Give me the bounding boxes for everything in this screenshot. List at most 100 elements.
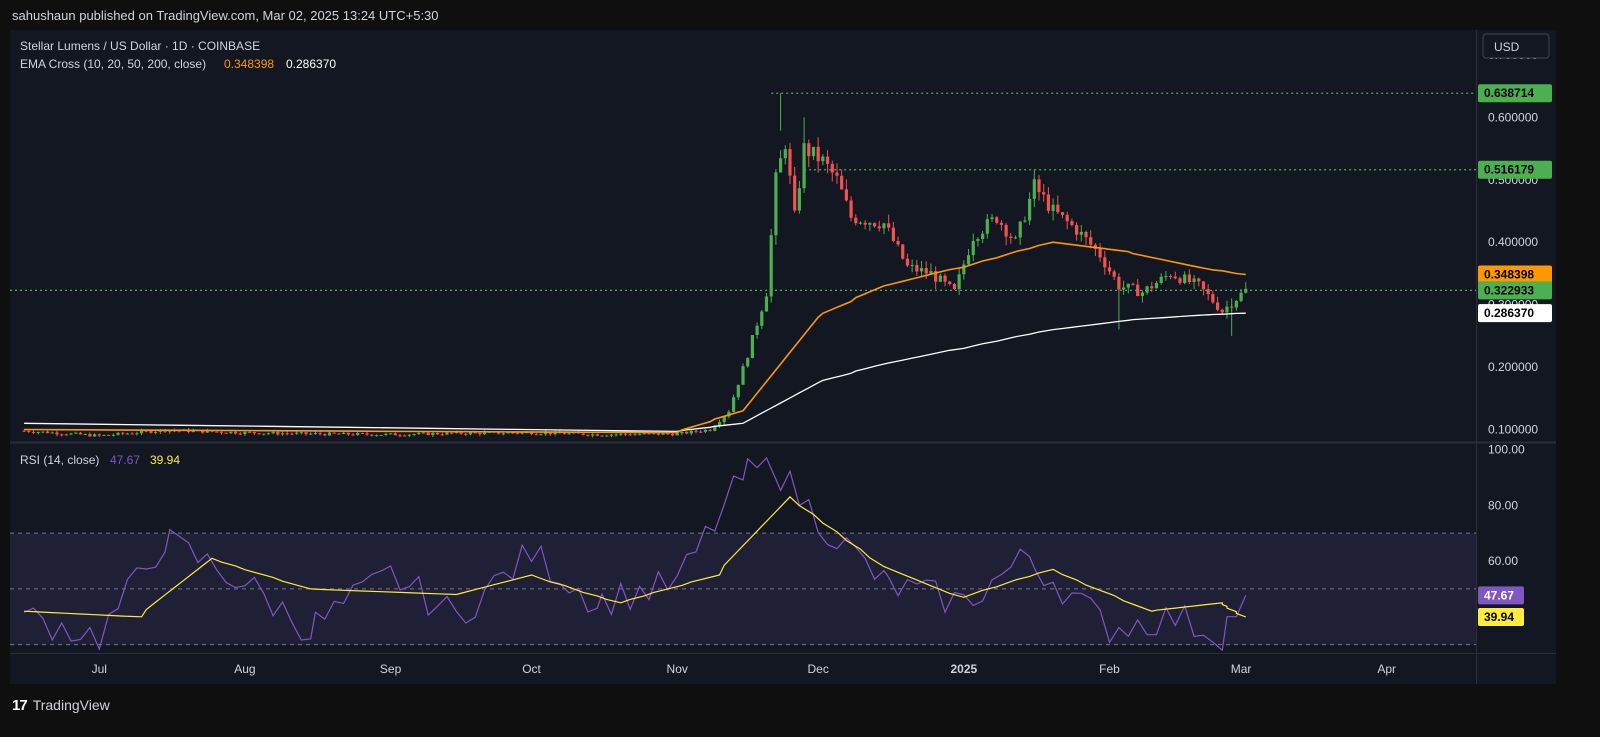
candle-body [957,274,961,290]
candle-body [27,430,31,432]
price-tag-box[interactable] [1478,304,1552,323]
price-tag-box[interactable] [1478,281,1552,300]
candle-body [647,433,651,435]
candle-body [431,433,435,436]
price-tag-box[interactable] [1478,160,1552,179]
candle-body [276,431,280,435]
symbol-legend[interactable]: Stellar Lumens / US Dollar · 1D · COINBA… [20,39,260,53]
candle-body [1206,289,1210,295]
candle-body [741,366,745,385]
candle-body [1042,192,1046,195]
ema-50-value: 0.348398 [224,57,274,71]
candle-body [356,433,360,436]
rsi-legend[interactable]: RSI (14, close) [20,453,99,467]
candle-body [591,434,595,436]
candle-body [97,434,101,436]
candle-body [1225,306,1229,313]
candle-body [995,217,999,223]
rsi-tick-label: 100.00 [1488,443,1525,457]
candle-body [807,143,811,157]
time-axis-label: Apr [1377,662,1396,676]
candle-body [1150,286,1154,289]
candle-body [1187,274,1191,283]
ema-legend[interactable]: EMA Cross (10, 20, 50, 200, close) [20,57,206,71]
price-tag-box[interactable] [1478,265,1552,284]
candle-body [929,271,933,274]
candle-body [905,258,910,266]
candle-body [238,433,242,435]
candle-body [576,432,581,434]
candle-body [45,431,50,434]
candle-body [1065,214,1069,222]
candle-body [473,432,477,434]
candle-body [497,431,501,434]
candle-body [854,217,858,224]
candle-body [858,222,863,224]
candle-body [318,433,322,435]
candle-body [219,431,224,433]
rsi-tag-box[interactable] [1478,586,1524,605]
candle-body [736,384,740,398]
candle-body [717,422,722,427]
candle-body [337,433,341,435]
candle-body [633,434,637,436]
candle-body [966,255,971,265]
candle-body [1244,288,1248,293]
currency-button[interactable] [1482,33,1550,59]
time-axis-label: Aug [234,662,255,676]
candle-body [670,433,675,436]
candle-body [55,432,59,435]
candle-body [285,433,289,435]
candle-body [215,431,219,433]
ema-50-line [24,241,1246,434]
candle-body [135,433,139,435]
price-tick-label: 0.600000 [1488,110,1538,124]
candle-body [1028,198,1032,221]
chart-canvas[interactable]: 0.7000000.6000000.5000000.4000000.300000… [10,30,1556,684]
candle-body [1215,302,1220,310]
rsi-value: 47.67 [110,453,140,467]
candle-body [74,432,78,434]
candle-body [450,432,454,434]
candle-body [501,433,505,435]
candle-body [205,430,209,433]
candle-body [323,434,327,436]
candle-body [713,426,717,431]
candle-body [849,200,853,218]
candle-body [69,433,73,435]
candle-body [342,432,346,435]
candle-body [107,434,111,436]
candle-body [130,433,134,435]
candle-body [722,416,726,423]
tradingview-logo-icon: 17 [12,696,28,714]
candle-body [652,433,656,435]
candle-body [534,434,538,436]
rsi-ma-value: 39.94 [150,453,180,467]
candle-body [788,149,792,176]
candle-body [393,433,397,436]
candle-body [1079,231,1083,235]
candle-body [224,432,228,434]
footer-brand[interactable]: TradingView [32,697,110,713]
time-axis-label: Nov [667,662,688,676]
ema-200-value: 0.286370 [286,57,336,71]
candle-body [797,188,801,211]
candle-body [581,433,585,435]
candle-body [685,431,689,434]
candle-body [539,434,543,436]
chart-frame[interactable]: 0.7000000.6000000.5000000.4000000.300000… [10,30,1556,684]
candle-body [863,222,867,225]
time-axis-label: Dec [808,662,829,676]
price-tag-box[interactable] [1478,84,1552,103]
price-tick-label: 0.100000 [1488,423,1538,437]
candle-body [623,433,628,435]
time-axis-label: Oct [522,662,541,676]
candle-body [309,433,313,435]
candle-body [1046,194,1051,211]
candle-body [60,434,64,436]
candle-body [901,244,905,259]
candle-body [1037,179,1041,193]
candle-body [229,431,233,434]
rsi-tag-box[interactable] [1478,607,1524,626]
candle-body [732,397,736,412]
